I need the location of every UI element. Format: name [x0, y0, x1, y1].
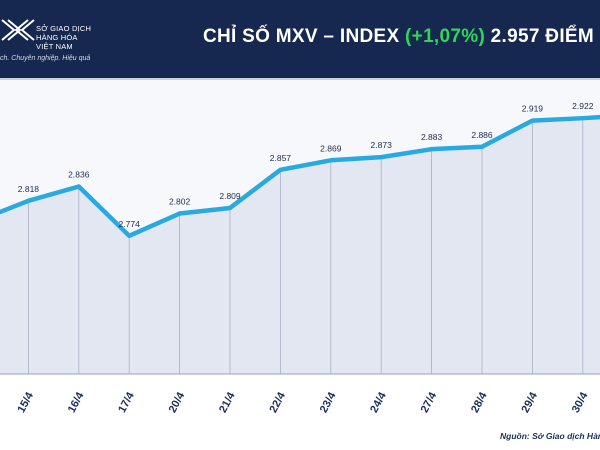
data-label: 2.922 — [572, 101, 594, 111]
data-point — [480, 145, 484, 149]
data-point — [278, 168, 282, 172]
x-tick-label: 24/4 — [368, 390, 389, 415]
data-point — [581, 116, 585, 120]
mxv-logo: SỞ GIAO DỊCH HÀNG HÓA VIỆT NAM ch. Chuyê… — [0, 10, 120, 70]
data-point — [26, 199, 30, 203]
data-point — [178, 212, 182, 216]
title-prefix: CHỈ SỐ MXV – INDEX — [202, 26, 400, 47]
data-label: 2.869 — [320, 143, 342, 153]
data-label: 2.802 — [169, 197, 191, 207]
data-label: 2.809 — [219, 191, 241, 201]
header-divider — [0, 78, 600, 80]
data-label: 2.774 — [119, 219, 141, 229]
mxv-logo-icon — [1, 19, 35, 41]
x-tick-label: 20/4 — [167, 390, 188, 415]
data-label: 2.883 — [421, 132, 443, 142]
x-tick-label: 16/4 — [66, 390, 87, 415]
x-tick-label: 28/4 — [469, 390, 490, 415]
x-tick-label: 30/4 — [570, 390, 591, 415]
data-label: 2.873 — [371, 140, 393, 150]
organization-name: SỞ GIAO DỊCH HÀNG HÓA VIỆT NAM — [36, 24, 91, 51]
data-label: 2.818 — [18, 184, 40, 194]
header-banner: SỞ GIAO DỊCH HÀNG HÓA VIỆT NAM ch. Chuyê… — [0, 0, 600, 78]
index-chart: 2.818 2.836 2.774 2.802 2.809 2.857 2.869 2.873… — [0, 80, 600, 415]
area-fill — [0, 117, 600, 374]
data-point — [430, 147, 434, 151]
x-tick-label: 27/4 — [419, 390, 440, 415]
data-point — [77, 185, 81, 189]
source-note: Nguồn: Sở Giao dịch Hàn — [500, 431, 600, 441]
title-value: 2.957 ĐIỂM — [490, 26, 594, 47]
x-tick-label: 22/4 — [267, 390, 288, 415]
data-point — [228, 206, 232, 210]
org-line-3: VIỆT NAM — [36, 42, 73, 51]
x-tick-label: 17/4 — [116, 390, 137, 415]
x-tick-label: 15/4 — [15, 390, 36, 415]
data-label: 2.857 — [270, 153, 292, 163]
data-point — [379, 155, 383, 159]
chart-title: CHỈ SỐ MXV – INDEX (+1,07%) 2.957 ĐIỂM — [203, 26, 594, 48]
data-label: 2.836 — [68, 170, 90, 180]
data-label: 2.886 — [471, 130, 493, 140]
data-point — [530, 119, 534, 123]
org-line-2: HÀNG HÓA — [36, 33, 78, 42]
x-tick-label: 21/4 — [217, 390, 238, 415]
data-point — [127, 234, 131, 238]
title-change: (+1,07%) — [405, 26, 486, 47]
x-tick-label: 23/4 — [318, 390, 339, 415]
series-line — [0, 114, 600, 239]
x-tick-label: 29/4 — [519, 390, 540, 415]
slogan: ch. Chuyên nghiệp. Hiệu quả — [0, 55, 91, 62]
data-point — [329, 158, 333, 162]
org-line-1: SỞ GIAO DỊCH — [36, 24, 92, 33]
data-label: 2.919 — [522, 104, 544, 114]
